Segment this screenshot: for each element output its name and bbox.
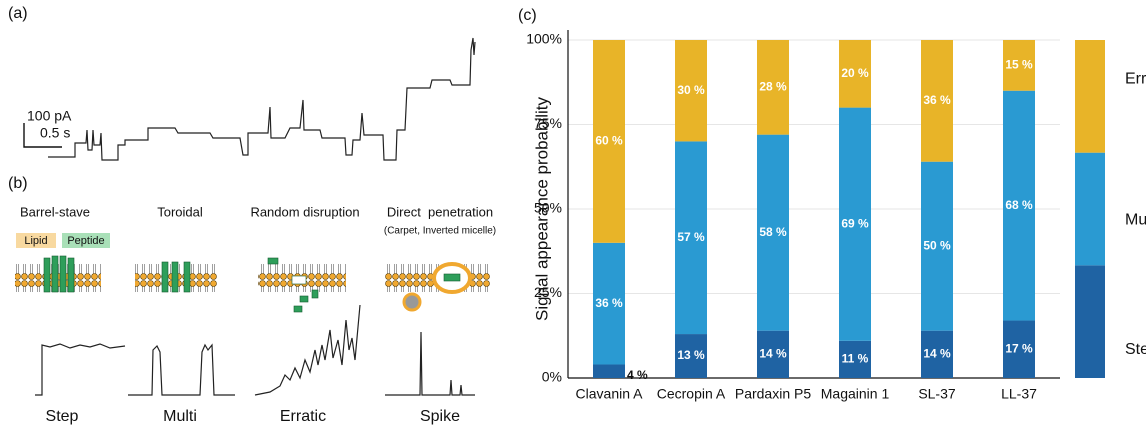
value-label: 4 % — [627, 368, 648, 382]
mechanism-note: (Carpet, Inverted micelle) — [384, 226, 496, 237]
y-tick-label: 100% — [526, 31, 562, 47]
figure: (a) 100 pA 0.5 s (b) Barrel-stave Toroid… — [0, 0, 1146, 427]
y-tick-label: 25% — [534, 284, 562, 300]
x-tick-label: Magainin 1 — [821, 386, 890, 402]
x-tick-label: Cecropin A — [657, 386, 726, 402]
scale-time: 0.5 s — [40, 125, 70, 141]
x-tick-label: LL-37 — [1001, 386, 1037, 402]
signal-trace — [385, 332, 475, 395]
scale-current: 100 pA — [27, 108, 72, 124]
signal-trace — [35, 344, 125, 395]
legend-swatch — [1075, 153, 1105, 266]
value-label: 14 % — [923, 347, 951, 361]
value-label: 60 % — [595, 134, 623, 148]
x-tick-label: Clavanin A — [576, 386, 644, 402]
value-label: 58 % — [759, 225, 787, 239]
panel-label: (a) — [8, 5, 28, 22]
signal-name: Erratic — [280, 408, 326, 425]
panel-label: (b) — [8, 175, 28, 192]
value-label: 14 % — [759, 347, 787, 361]
value-label: 13 % — [677, 348, 705, 362]
legend-label: Multi — [1125, 211, 1146, 228]
current-trace — [48, 38, 475, 160]
x-tick-label: Pardaxin P5 — [735, 386, 811, 402]
bar-segment — [593, 364, 625, 378]
legend-label: Step — [1125, 341, 1146, 358]
signal-name: Multi — [163, 408, 197, 425]
signal-trace — [255, 305, 360, 395]
y-tick-label: 50% — [534, 200, 562, 216]
value-label: 50 % — [923, 238, 951, 252]
legend-swatch — [1075, 40, 1105, 153]
mechanism-name: Direct penetration — [387, 204, 493, 219]
mechanism-name: Toroidal — [157, 204, 203, 219]
value-label: 36 % — [595, 296, 623, 310]
y-tick-label: 0% — [542, 369, 562, 385]
signal-trace — [128, 345, 235, 395]
value-label: 30 % — [677, 83, 705, 97]
mechanism-name: Random disruption — [250, 204, 359, 219]
legend-swatch — [1075, 265, 1105, 378]
value-label: 68 % — [1005, 198, 1033, 212]
value-label: 57 % — [677, 230, 705, 244]
value-label: 15 % — [1005, 58, 1033, 72]
value-label: 36 % — [923, 93, 951, 107]
y-tick-label: 75% — [534, 115, 562, 131]
panel-label: (c) — [518, 7, 537, 24]
value-label: 20 % — [841, 66, 869, 80]
value-label: 17 % — [1005, 341, 1033, 355]
peptides — [162, 262, 190, 292]
peptide-label: Peptide — [67, 235, 104, 247]
x-tick-label: SL-37 — [918, 386, 956, 402]
lipid-label: Lipid — [24, 235, 47, 247]
value-label: 69 % — [841, 216, 869, 230]
signal-name: Spike — [420, 408, 460, 425]
signal-name: Step — [46, 408, 79, 425]
value-label: 11 % — [842, 352, 869, 366]
legend-label: Erratic — [1125, 71, 1146, 88]
value-label: 28 % — [759, 79, 787, 93]
mechanism-name: Barrel-stave — [20, 204, 90, 219]
